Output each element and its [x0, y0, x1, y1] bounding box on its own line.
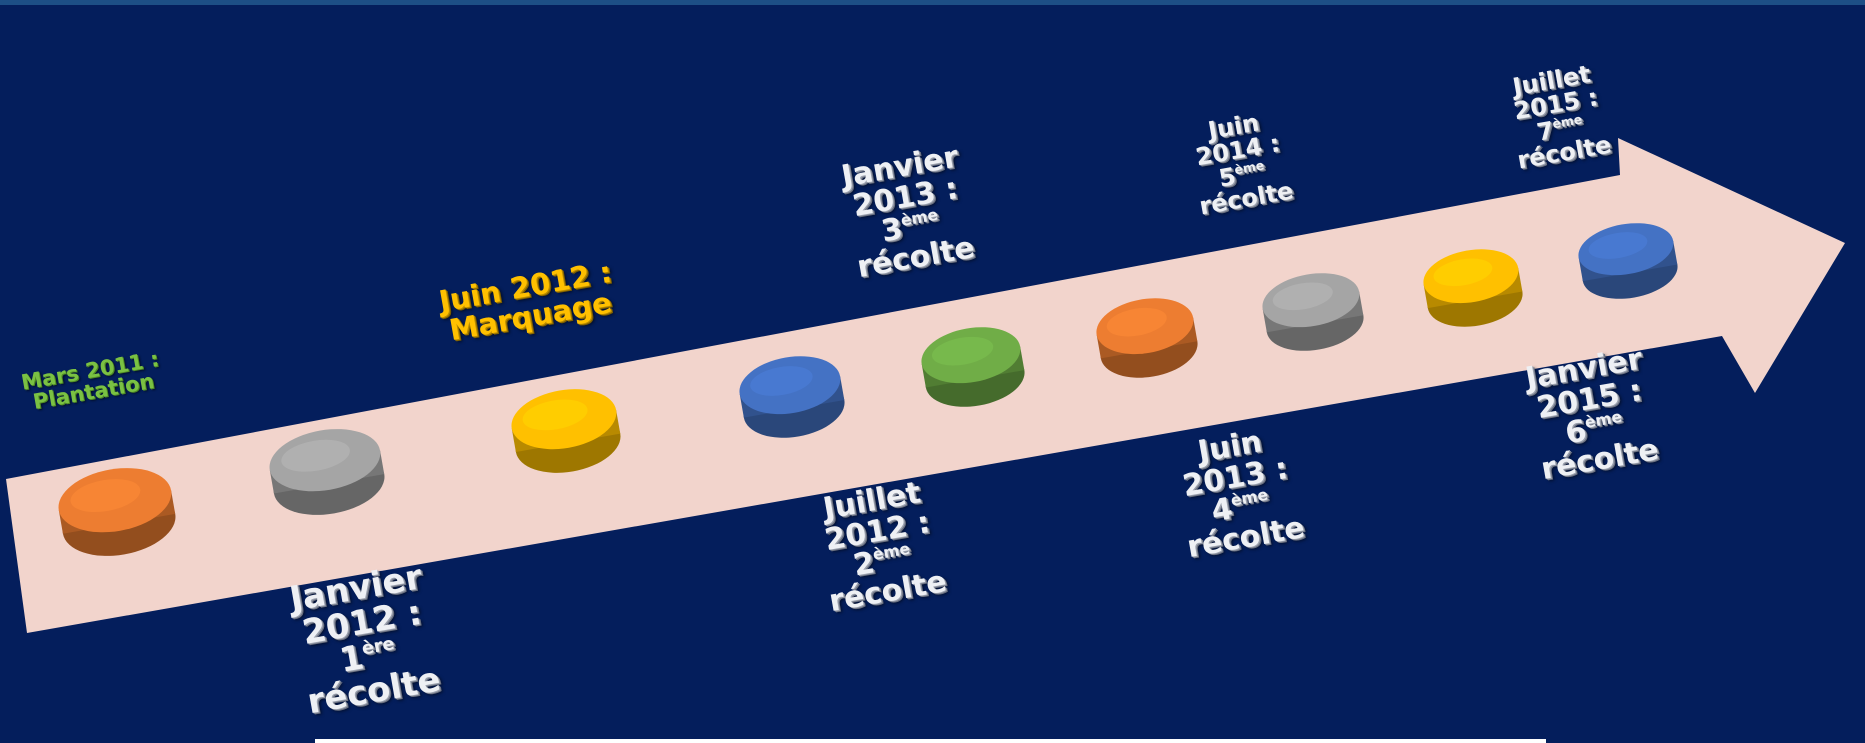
- event-label-juillet-2015: Juillet 2015 : 7ème récolte: [1510, 60, 1614, 175]
- milestone-disc-9: [1578, 223, 1678, 299]
- milestone-disc-2: [269, 429, 385, 515]
- milestone-disc-3: [511, 389, 621, 473]
- milestone-disc-4: [739, 356, 845, 438]
- milestone-group: [58, 223, 1678, 556]
- event-label-juin-2013: Juin 2013 : 4ème récolte: [1179, 424, 1308, 565]
- event-label-janvier-2013: Janvier 2013 : 3ème récolte: [838, 139, 978, 285]
- milestone-disc-6: [1096, 298, 1198, 378]
- bottom-content-panel: [315, 739, 1546, 743]
- event-label-janvier-2012: Janvier 2012 : 1ère récolte: [286, 557, 444, 723]
- milestone-disc-8: [1423, 249, 1523, 327]
- event-label-juillet-2012: Juillet 2012 : 2ème récolte: [820, 475, 950, 619]
- milestone-disc-5: [921, 327, 1025, 407]
- milestone-disc-7: [1262, 273, 1364, 351]
- milestone-disc-1: [58, 468, 176, 556]
- top-border-strip: [0, 0, 1865, 5]
- event-label-juin-2014: Juin 2014 : 5ème récolte: [1193, 108, 1296, 221]
- event-label-janvier-2015: Janvier 2015 : 6ème récolte: [1522, 341, 1662, 487]
